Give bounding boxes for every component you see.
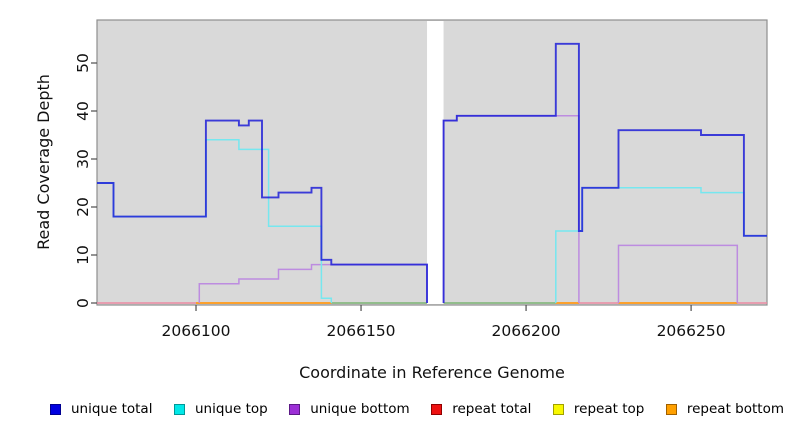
legend-label: repeat bottom bbox=[686, 401, 784, 417]
x-tick-label: 2066100 bbox=[161, 322, 230, 340]
x-tick-label: 2066200 bbox=[492, 322, 561, 340]
plot-area: 2066100 2066150 2066200 206625001020304050 … bbox=[34, 19, 768, 382]
legend-label: repeat top bbox=[573, 401, 645, 417]
x-tick-label: 2066150 bbox=[327, 322, 396, 340]
legend-swatch-unique-total bbox=[50, 403, 61, 415]
series-unique-total bbox=[442, 42, 767, 303]
legend-item-repeat-total: repeat total bbox=[431, 401, 531, 417]
legend-swatch-unique-bottom bbox=[289, 403, 301, 415]
x-tick-label: 2066250 bbox=[657, 322, 726, 340]
legend-item-repeat-bottom: repeat bottom bbox=[665, 401, 784, 417]
legend-swatch-repeat-total bbox=[431, 403, 443, 415]
y-axis-title: Read Coverage Depth bbox=[34, 74, 53, 250]
legend-label: repeat total bbox=[452, 401, 532, 417]
legend-item-unique-bottom: unique bottom bbox=[289, 401, 410, 417]
plot-layers: 2066100 2066150 2066200 2066250 0 10 20 30 40 50 bbox=[74, 19, 768, 340]
legend-item-unique-total: unique total bbox=[50, 401, 152, 417]
y-tick-label: 40 bbox=[74, 101, 92, 121]
legend-swatch-repeat-top bbox=[552, 403, 564, 415]
plot-border bbox=[96, 19, 768, 306]
legend-label: unique top bbox=[195, 401, 268, 417]
no-data-gap bbox=[427, 21, 444, 304]
y-tick-label: 20 bbox=[74, 197, 92, 217]
legend-label: unique total bbox=[71, 401, 153, 417]
y-tick-label: 30 bbox=[74, 149, 92, 169]
x-axis-title: Coordinate in Reference Genome bbox=[299, 363, 565, 382]
legend-swatch-repeat-bottom bbox=[665, 403, 677, 415]
y-tick-label: 0 bbox=[74, 298, 92, 308]
series-unique-bottom bbox=[617, 244, 739, 303]
legend-item-repeat-top: repeat top bbox=[552, 401, 645, 417]
legend-item-unique-top: unique top bbox=[174, 401, 268, 417]
y-tick-label: 50 bbox=[74, 53, 92, 73]
legend-swatch-unique-top bbox=[174, 403, 185, 415]
legend: unique total unique top unique bottom repea… bbox=[50, 398, 784, 420]
series-unique-total bbox=[97, 119, 428, 303]
legend-label: unique bottom bbox=[310, 401, 410, 417]
y-tick-label: 10 bbox=[74, 245, 92, 265]
